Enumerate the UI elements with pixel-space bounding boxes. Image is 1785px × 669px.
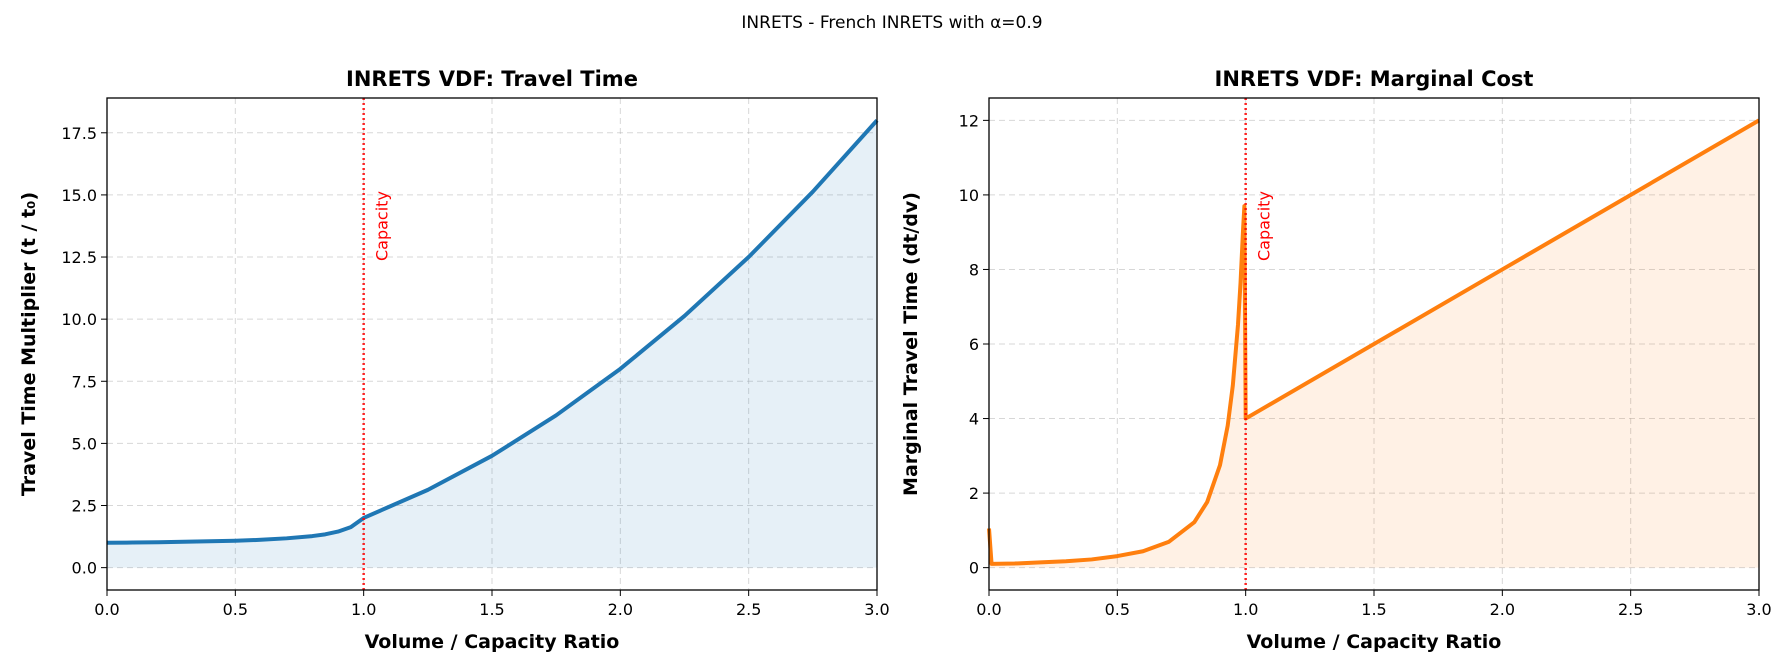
x-axis-label: Volume / Capacity Ratio	[365, 631, 620, 653]
x-tick-label: 1.0	[1233, 600, 1258, 619]
annotation-label: Capacity	[1255, 191, 1274, 261]
y-tick-label: 0.0	[72, 559, 97, 578]
x-tick-label: 2.5	[736, 600, 761, 619]
y-tick-label: 8	[969, 260, 979, 279]
y-tick-label: 0	[969, 559, 979, 578]
x-tick-label: 3.0	[864, 600, 889, 619]
x-tick-label: 3.0	[1746, 600, 1771, 619]
x-tick-label: 0.0	[976, 600, 1001, 619]
y-tick-label: 2.5	[72, 497, 97, 516]
y-axis-label: Marginal Travel Time (dt/dv)	[900, 192, 922, 496]
y-tick-label: 10.0	[61, 310, 97, 329]
y-tick-label: 12	[959, 111, 979, 130]
x-tick-label: 2.0	[1490, 600, 1515, 619]
line	[987, 118, 1761, 566]
y-tick-label: 7.5	[72, 372, 97, 391]
x-tick-label: 1.5	[479, 600, 504, 619]
y-tick-label: 6	[969, 335, 979, 354]
y-tick-label: 5.0	[72, 434, 97, 453]
line	[106, 119, 879, 545]
x-axis-label: Volume / Capacity Ratio	[1247, 631, 1502, 653]
x-tick-label: 0.0	[94, 600, 119, 619]
x-tick-label: 0.5	[223, 600, 248, 619]
chart-title: INRETS VDF: Marginal Cost	[1215, 67, 1534, 91]
x-tick-label: 1.0	[351, 600, 376, 619]
area-fill	[107, 120, 877, 568]
y-tick-label: 2	[969, 484, 979, 503]
axes-frame	[988, 97, 1760, 591]
y-tick-label: 12.5	[61, 248, 97, 267]
axes-frame	[106, 97, 878, 591]
y-tick-label: 15.0	[61, 186, 97, 205]
x-tick-label: 0.5	[1105, 600, 1130, 619]
y-tick-label: 17.5	[61, 124, 97, 143]
x-tick-label: 2.0	[608, 600, 633, 619]
x-tick-label: 2.5	[1618, 600, 1643, 619]
x-tick-label: 1.5	[1361, 600, 1386, 619]
annotation-label: Capacity	[373, 191, 392, 261]
y-tick-label: 4	[969, 410, 979, 429]
y-axis-label: Travel Time Multiplier (t / t₀)	[18, 192, 40, 496]
figure-title: INRETS - French INRETS with α=0.9	[741, 13, 1042, 33]
chart-title: INRETS VDF: Travel Time	[346, 67, 638, 91]
y-tick-label: 10	[959, 186, 979, 205]
